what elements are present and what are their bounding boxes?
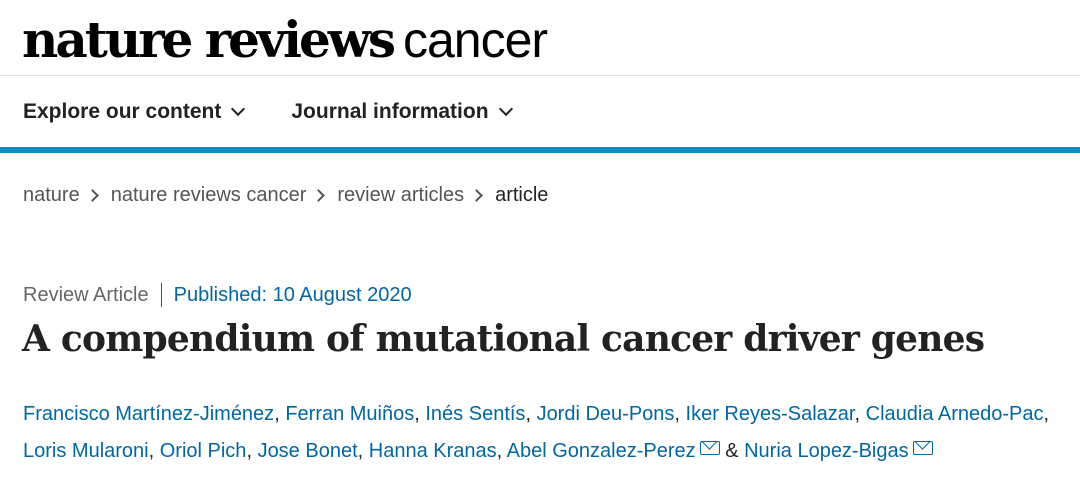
- nav-explore-content[interactable]: Explore our content: [23, 100, 246, 124]
- logo-bold: nature reviews: [22, 10, 396, 69]
- breadcrumb-journal[interactable]: nature reviews cancer: [110, 184, 307, 206]
- author-separator: ,: [674, 403, 686, 425]
- author-link[interactable]: Claudia Arnedo-Pac: [865, 403, 1044, 425]
- author-separator: ,: [854, 403, 866, 425]
- divider: [160, 283, 162, 307]
- author-separator: ,: [246, 440, 258, 462]
- author-separator: ,: [1043, 403, 1050, 425]
- mail-icon[interactable]: [699, 441, 720, 455]
- article-title: A compendium of mutational cancer driver…: [22, 318, 985, 360]
- author-and: &: [719, 440, 745, 462]
- author-separator: ,: [496, 440, 507, 462]
- author-separator: ,: [148, 440, 160, 462]
- author-link[interactable]: Jose Bonet: [257, 440, 358, 462]
- author-list: Francisco Martínez-Jiménez, Ferran Muiño…: [23, 396, 1073, 470]
- chevron-right-icon: [312, 189, 326, 202]
- mail-icon[interactable]: [912, 441, 933, 455]
- divider: [0, 75, 1080, 76]
- chevron-down-icon: [498, 101, 513, 117]
- author-link[interactable]: Nuria Lopez-Bigas: [744, 440, 909, 462]
- author-link[interactable]: Francisco Martínez-Jiménez: [23, 403, 275, 425]
- author-link[interactable]: Abel Gonzalez-Perez: [506, 440, 696, 462]
- main-nav: Explore our content Journal information: [23, 100, 513, 124]
- breadcrumb-nature[interactable]: nature: [23, 184, 80, 206]
- published-date: Published: 10 August 2020: [173, 283, 412, 306]
- author-separator: ,: [357, 440, 369, 462]
- accent-bar: [0, 147, 1080, 153]
- breadcrumb: nature nature reviews cancer review arti…: [23, 184, 548, 207]
- nav-journal-information[interactable]: Journal information: [291, 100, 513, 124]
- author-separator: ,: [525, 403, 537, 425]
- author-link[interactable]: Ferran Muiños: [285, 403, 415, 425]
- logo-light: cancer: [402, 12, 548, 68]
- article-meta: Review Article Published: 10 August 2020: [23, 283, 412, 307]
- chevron-down-icon: [231, 101, 246, 117]
- nav-label: Explore our content: [23, 100, 222, 123]
- author-separator: ,: [414, 403, 426, 425]
- author-link[interactable]: Iker Reyes-Salazar: [685, 403, 855, 425]
- journal-logo[interactable]: nature reviews cancer: [22, 10, 548, 69]
- author-separator: ,: [274, 403, 286, 425]
- author-link[interactable]: Oriol Pich: [159, 440, 247, 462]
- author-link[interactable]: Hanna Kranas: [368, 440, 497, 462]
- author-link[interactable]: Jordi Deu-Pons: [536, 403, 675, 425]
- author-link[interactable]: Inés Sentís: [425, 403, 526, 425]
- nav-label: Journal information: [291, 100, 489, 123]
- author-link[interactable]: Loris Mularoni: [23, 440, 149, 462]
- chevron-right-icon: [470, 189, 483, 202]
- breadcrumb-review-articles[interactable]: review articles: [337, 184, 465, 206]
- article-type: Review Article: [23, 283, 149, 306]
- chevron-right-icon: [85, 189, 99, 202]
- breadcrumb-current: article: [495, 184, 549, 206]
